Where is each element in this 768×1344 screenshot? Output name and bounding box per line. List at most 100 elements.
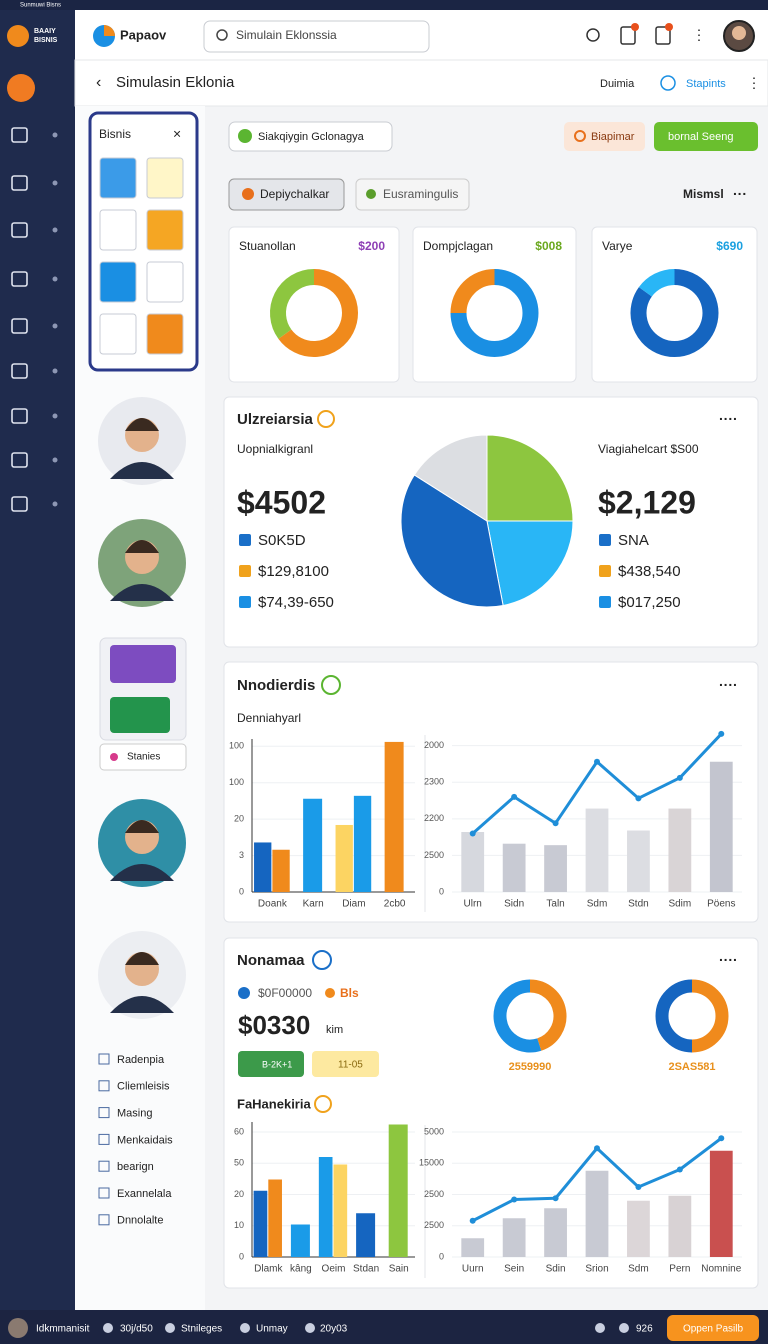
menu-dots[interactable]: ⋮	[747, 75, 761, 91]
check-icon	[314, 1095, 332, 1113]
taskbar-icon	[240, 1323, 250, 1333]
badge-text: Bls	[340, 986, 359, 1000]
taskbar-item[interactable]: Unmay	[256, 1324, 288, 1335]
x-tick-label: Stdn	[628, 899, 649, 910]
nav-icon[interactable]	[11, 127, 28, 143]
menu-dots[interactable]: ⋮	[692, 27, 706, 43]
card-subtitle: Viagiahelcart $S00	[598, 442, 699, 456]
bar	[627, 1200, 650, 1257]
doc-icon[interactable]	[146, 157, 184, 199]
nav-icon[interactable]	[11, 271, 28, 287]
y-tick-label: 2000	[424, 740, 444, 750]
list-item[interactable]: Radenpia	[117, 1054, 165, 1066]
select[interactable]	[228, 121, 393, 152]
back-button[interactable]: ‹	[96, 74, 101, 91]
y-tick-label: 60	[234, 1126, 244, 1136]
list-item[interactable]: Dnnolalte	[117, 1215, 163, 1227]
taskbar-item[interactable]: Stnileges	[181, 1324, 222, 1335]
donut-segment	[529, 979, 567, 1051]
tab-active[interactable]	[228, 178, 345, 211]
kpi-amount: $200	[358, 239, 385, 253]
doc-icon[interactable]	[99, 313, 137, 355]
nav-icon[interactable]	[11, 496, 28, 512]
doc-icon[interactable]	[146, 209, 184, 251]
bar	[384, 741, 404, 892]
nav-icon[interactable]	[11, 175, 28, 191]
tab[interactable]	[355, 178, 470, 211]
card-title: Nonamaa	[237, 952, 305, 969]
bar	[318, 1157, 333, 1257]
line-point	[552, 820, 559, 827]
search-icon	[216, 29, 228, 41]
list-icon	[98, 1187, 110, 1199]
doc-icon[interactable]	[99, 261, 137, 303]
card-title: Ulzreiarsia	[237, 411, 314, 428]
x-tick-label: Doank	[258, 899, 288, 910]
list-item[interactable]: Cliemleisis	[117, 1081, 170, 1093]
search-box[interactable]	[203, 20, 430, 53]
donut-segment	[638, 269, 676, 297]
row-text: SNA	[618, 532, 649, 549]
bag-icon[interactable]	[655, 26, 671, 45]
link-icon	[660, 75, 676, 91]
search-button[interactable]	[586, 28, 600, 42]
button[interactable]	[654, 122, 758, 151]
window-title: Sunmuwi Bisns	[20, 3, 61, 9]
brand-line: BISNIS	[34, 37, 58, 44]
x-tick-label: Dlamk	[254, 1264, 283, 1275]
nav-icon[interactable]	[11, 408, 28, 424]
nav-icon[interactable]	[11, 452, 28, 468]
button-text: Biapimar	[591, 131, 635, 143]
line-point	[635, 795, 642, 802]
bar	[290, 1224, 310, 1257]
taskbar-item[interactable]: Idkmmanisit	[36, 1324, 90, 1335]
doc-card-title: Bisnis	[99, 127, 131, 141]
home-button[interactable]	[7, 74, 35, 102]
doc-icon[interactable]	[146, 261, 184, 303]
y-tick-label: 0	[239, 886, 244, 896]
row-icon	[239, 596, 251, 608]
list-item[interactable]: Exannelala	[117, 1188, 172, 1200]
pie-slice	[400, 474, 504, 608]
doc-icon[interactable]	[146, 313, 184, 355]
bar	[388, 1124, 408, 1257]
sub-link[interactable]: Duimia	[600, 78, 635, 90]
doc-icon[interactable]	[99, 209, 137, 251]
taskbar-item[interactable]: 30j/d50	[120, 1324, 153, 1335]
sub-link[interactable]: Stapints	[686, 78, 726, 90]
nav-dot	[52, 227, 58, 233]
open-button[interactable]	[667, 1315, 759, 1341]
donut-segment	[630, 269, 719, 357]
menu-dots[interactable]: ····	[719, 411, 738, 427]
list-item[interactable]: bearign	[117, 1161, 154, 1173]
y-tick-label: 50	[234, 1158, 244, 1168]
button[interactable]	[564, 122, 645, 151]
list-item[interactable]: Menkaidais	[117, 1134, 173, 1146]
bar	[627, 830, 650, 892]
close-button[interactable]: ×	[173, 126, 181, 142]
button-icon	[574, 130, 586, 142]
x-tick-label: Sdm	[628, 1264, 649, 1275]
x-tick-label: Sain	[389, 1264, 409, 1275]
nav-icon[interactable]	[11, 363, 28, 379]
taskbar-item[interactable]: 926	[636, 1324, 653, 1335]
bar	[544, 845, 567, 892]
big-number: $4502	[237, 484, 326, 520]
list-item[interactable]: Masing	[117, 1108, 152, 1120]
taskbar-item[interactable]: 20y03	[320, 1324, 348, 1335]
doc-icon[interactable]	[99, 157, 137, 199]
nav-icon[interactable]	[11, 222, 28, 238]
dropdown[interactable]	[99, 743, 187, 771]
x-tick-label: Sdm	[587, 899, 608, 910]
row-icon	[599, 565, 611, 577]
donut-segment	[278, 269, 358, 357]
tab-text: Eusramingulis	[383, 187, 458, 201]
list-icon	[98, 1214, 110, 1226]
nav-dot	[52, 501, 58, 507]
menu-dots[interactable]: ···	[733, 186, 747, 202]
menu-dots[interactable]: ····	[719, 952, 738, 968]
taskbar-icon	[305, 1323, 315, 1333]
bag-icon[interactable]	[620, 26, 636, 45]
menu-dots[interactable]: ····	[719, 677, 738, 693]
nav-icon[interactable]	[11, 318, 28, 334]
